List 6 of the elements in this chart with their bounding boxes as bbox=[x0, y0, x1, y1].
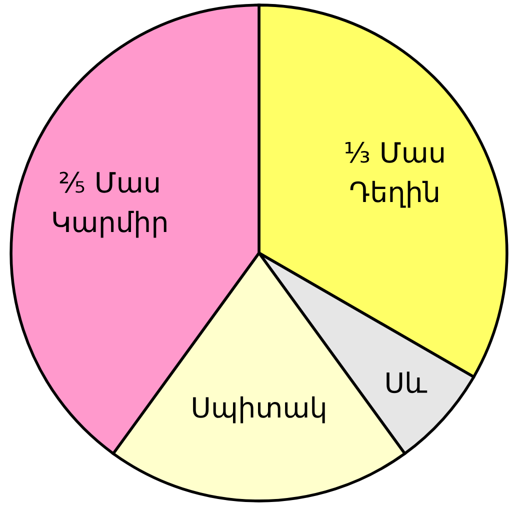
slice-label: Դեղին bbox=[350, 180, 438, 208]
slice-label: Սև bbox=[386, 372, 428, 394]
data-label: ⅓ Մաս bbox=[345, 142, 444, 163]
slice-label: Սպիտակ bbox=[193, 396, 325, 424]
slice-label: Կարմիր bbox=[53, 210, 166, 238]
data-label: ⅖ Մաս bbox=[60, 172, 158, 193]
